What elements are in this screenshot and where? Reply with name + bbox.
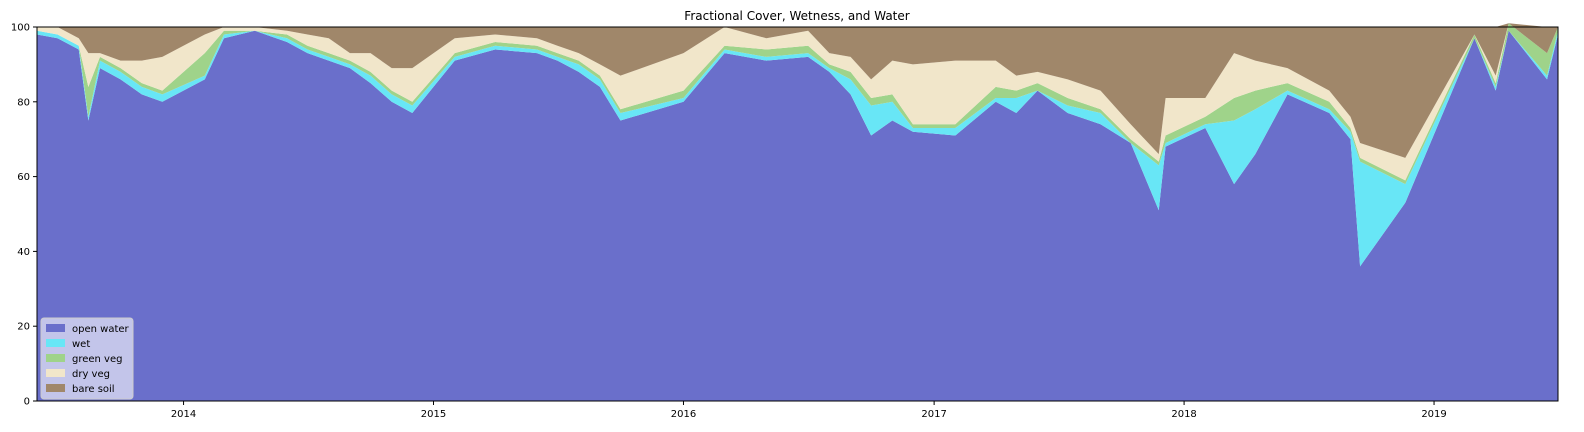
legend-label: open water (72, 324, 130, 335)
y-tick-label: 40 (17, 247, 30, 258)
x-tick-label: 2015 (421, 409, 446, 420)
legend-box (40, 317, 134, 400)
y-tick-label: 100 (11, 23, 30, 34)
area-series-group (37, 23, 1558, 402)
legend-swatch (46, 339, 65, 347)
area-dry-veg (37, 23, 1558, 181)
x-tick-label: 2017 (921, 409, 946, 420)
x-axis: 2014 2015 2016 2017 2018 2019 (171, 401, 1447, 420)
x-tick-label: 2018 (1171, 409, 1196, 420)
legend-label: wet (72, 339, 90, 350)
y-tick-label: 0 (24, 397, 30, 408)
legend-swatch (46, 354, 65, 362)
x-tick-label: 2019 (1421, 409, 1446, 420)
area-green-veg (37, 23, 1558, 185)
area-wet (37, 30, 1558, 267)
legend-label: green veg (72, 354, 122, 365)
plot-frame (36, 26, 1559, 402)
legend-swatch (46, 324, 65, 332)
chart-title: Fractional Cover, Wetness, and Water (684, 9, 909, 23)
area-open-water (37, 30, 1558, 402)
x-tick-label: 2014 (171, 409, 196, 420)
legend-swatch (46, 369, 65, 377)
legend-label: bare soil (72, 384, 115, 395)
y-tick-label: 20 (17, 322, 30, 333)
x-tick-label: 2016 (671, 409, 696, 420)
legend-swatch (46, 384, 65, 392)
legend-label: dry veg (72, 369, 110, 380)
area-bare-soil (37, 23, 1558, 158)
legend: open water wet green veg dry veg bare soil (40, 317, 134, 400)
y-axis: 0 20 40 60 80 100 (11, 23, 37, 408)
y-tick-label: 80 (17, 97, 30, 108)
y-tick-label: 60 (17, 172, 30, 183)
